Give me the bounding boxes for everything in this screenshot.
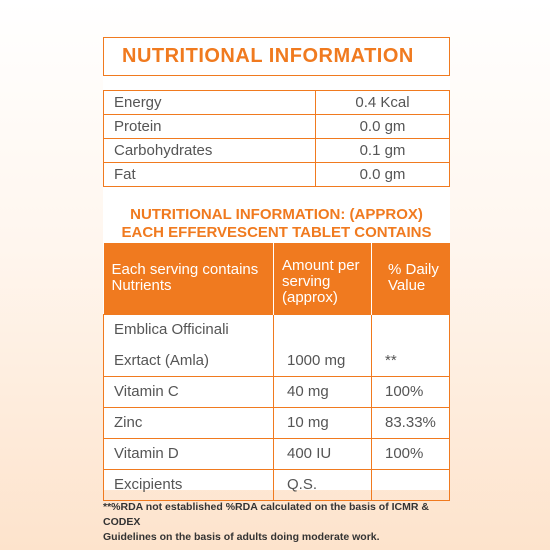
header-text: Value [388, 277, 426, 295]
table-row: Fat 0.0 gm [103, 162, 450, 187]
subtitle-line-2: EACH EFFERVESCENT TABLET CONTAINS [121, 224, 432, 241]
header-nutrients: Each serving contains Nutrients [103, 243, 274, 314]
nutrient-dv [371, 468, 450, 501]
nutrient-name: Exrtact (Amla) [103, 345, 274, 377]
header-amount: Amount per serving (approx) [273, 243, 372, 314]
summary-value: 0.4 Kcal [315, 90, 450, 115]
nutrient-amount [273, 313, 372, 345]
header-text: Amount per [282, 257, 360, 274]
nutrient-name: Vitamin C [103, 375, 274, 408]
footnote-line-1: **%RDA not established %RDA calculated o… [103, 501, 429, 528]
table-row: Vitamin D 400 IU 100% [103, 437, 450, 470]
header-text: serving [282, 273, 331, 290]
nutrient-name: Zinc [103, 406, 274, 439]
nutrient-name: Vitamin D [103, 437, 274, 470]
footnote: **%RDA not established %RDA calculated o… [103, 500, 453, 545]
header-text: Each serving contains [111, 261, 259, 279]
nutrient-dv [371, 313, 450, 345]
header-text: (approx) [282, 289, 338, 306]
table-row: Protein 0.0 gm [103, 114, 450, 139]
summary-label: Carbohydrates [103, 138, 316, 163]
summary-value: 0.0 gm [315, 162, 450, 187]
summary-table: Energy 0.4 Kcal Protein 0.0 gm Carbohydr… [103, 90, 450, 187]
nutrient-name: Emblica Officinali [103, 313, 274, 345]
header-text: % Daily [388, 261, 439, 279]
header-text: Nutrients [111, 277, 172, 295]
table-row: Exrtact (Amla) 1000 mg ** [103, 345, 450, 377]
nutrient-dv: 100% [371, 437, 450, 470]
nutrient-amount: 40 mg [273, 375, 372, 408]
summary-value: 0.0 gm [315, 114, 450, 139]
page-title: NUTRITIONAL INFORMATION [103, 37, 450, 76]
nutrient-dv: 100% [371, 375, 450, 408]
nutrient-amount: 10 mg [273, 406, 372, 439]
summary-label: Energy [103, 90, 316, 115]
nutrient-dv: 83.33% [371, 406, 450, 439]
summary-label: Fat [103, 162, 316, 187]
nutrient-amount: 1000 mg [273, 345, 372, 377]
table-row: Excipients Q.S. [103, 468, 450, 501]
nutrient-dv: ** [371, 345, 450, 377]
table-row: Zinc 10 mg 83.33% [103, 406, 450, 439]
subtitle-line-1: NUTRITIONAL INFORMATION: (APPROX) [130, 206, 423, 223]
section-subtitle: NUTRITIONAL INFORMATION: (APPROX) EACH E… [103, 206, 450, 242]
summary-label: Protein [103, 114, 316, 139]
summary-value: 0.1 gm [315, 138, 450, 163]
table-row: Carbohydrates 0.1 gm [103, 138, 450, 163]
table-row: Emblica Officinali [103, 313, 450, 345]
nutrient-amount: Q.S. [273, 468, 372, 501]
nutrient-amount: 400 IU [273, 437, 372, 470]
nutrient-name: Excipients [103, 468, 274, 501]
footnote-line-2: Guidelines on the basis of adults doing … [103, 531, 380, 543]
table-header-row: Each serving contains Nutrients Amount p… [103, 243, 450, 314]
nutrient-table: Each serving contains Nutrients Amount p… [103, 243, 450, 501]
header-daily-value: % Daily Value [371, 243, 450, 314]
table-row: Energy 0.4 Kcal [103, 90, 450, 115]
table-row: Vitamin C 40 mg 100% [103, 375, 450, 408]
